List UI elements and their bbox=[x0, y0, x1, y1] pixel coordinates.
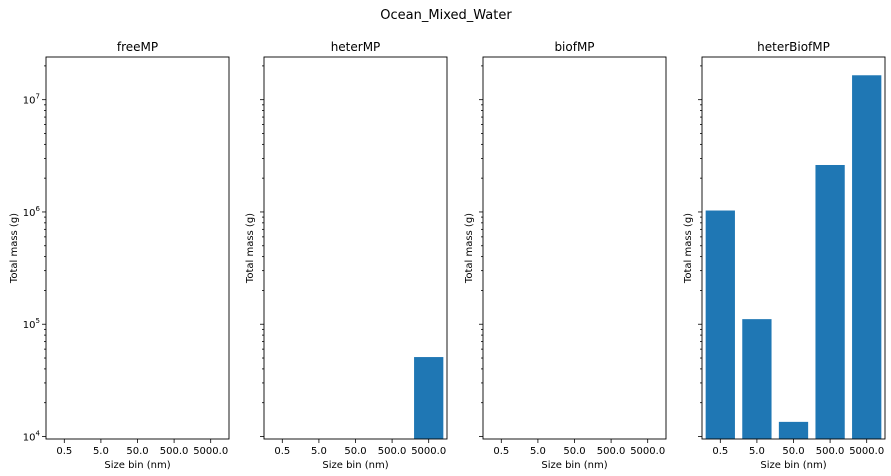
y-axis-label: Total mass (g) bbox=[464, 213, 475, 284]
y-axis-label: Total mass (g) bbox=[9, 213, 20, 284]
x-tick-label: 0.5 bbox=[274, 446, 290, 457]
x-tick-label: 50.0 bbox=[563, 446, 585, 457]
subplot-3: heterBiofMP 0.5 5.0 50.0 500.0 5000.0 Size bin… bbox=[683, 40, 886, 471]
axes-frame bbox=[45, 56, 230, 440]
y-tick-label: 105 bbox=[23, 317, 40, 331]
y-tick-label: 104 bbox=[23, 429, 41, 443]
x-tick-label: 0.5 bbox=[56, 446, 72, 457]
figure-title: Ocean_Mixed_Water bbox=[380, 8, 512, 23]
x-tick-label: 500.0 bbox=[378, 446, 407, 457]
x-axis-label: Size bin (nm) bbox=[322, 460, 388, 471]
subplot-2: biofMP 0.5 5.0 50.0 500.0 5000.0 Size bin (nm)… bbox=[464, 40, 667, 471]
bar-5000.0 bbox=[414, 357, 444, 439]
x-tick-label: 50.0 bbox=[344, 446, 366, 457]
bar-5000.0 bbox=[852, 75, 882, 439]
subplot-title: heterBiofMP bbox=[757, 40, 830, 54]
x-tick-label: 0.5 bbox=[712, 446, 728, 457]
subplot-0: freeMP 104 105 106 107 0.5 5.0 50.0 500.0 5000.0 S… bbox=[9, 40, 230, 471]
subplot-1: heterMP 0.5 5.0 50.0 500.0 5000.0 Size bin (nm… bbox=[245, 40, 448, 471]
x-tick-label: 5.0 bbox=[311, 446, 327, 457]
x-tick-label: 50.0 bbox=[126, 446, 148, 457]
x-tick-label: 5000.0 bbox=[849, 446, 884, 457]
axes-frame bbox=[482, 56, 667, 440]
x-tick-label: 0.5 bbox=[493, 446, 509, 457]
x-tick-label: 5.0 bbox=[530, 446, 546, 457]
y-axis-label: Total mass (g) bbox=[245, 213, 256, 284]
x-tick-label: 5000.0 bbox=[193, 446, 228, 457]
x-tick-label: 5.0 bbox=[93, 446, 109, 457]
x-tick-label: 5.0 bbox=[749, 446, 765, 457]
x-axis-label: Size bin (nm) bbox=[760, 460, 826, 471]
bar-500.0 bbox=[815, 164, 845, 440]
x-axis-label: Size bin (nm) bbox=[541, 460, 607, 471]
x-tick-label: 50.0 bbox=[782, 446, 804, 457]
y-tick-label: 107 bbox=[23, 93, 40, 107]
x-tick-label: 5000.0 bbox=[411, 446, 446, 457]
bar-5.0 bbox=[742, 319, 772, 439]
x-tick-label: 500.0 bbox=[597, 446, 626, 457]
x-axis-label: Size bin (nm) bbox=[104, 460, 170, 471]
subplot-title: freeMP bbox=[117, 40, 158, 54]
bar-50.0 bbox=[778, 421, 809, 439]
x-tick-label: 500.0 bbox=[160, 446, 189, 457]
x-tick-label: 5000.0 bbox=[630, 446, 665, 457]
subplot-title: biofMP bbox=[554, 40, 594, 54]
y-axis-label: Total mass (g) bbox=[683, 213, 694, 284]
subplot-title: heterMP bbox=[331, 40, 381, 54]
bar-0.5 bbox=[705, 210, 735, 439]
y-tick-label: 106 bbox=[23, 205, 41, 219]
x-tick-label: 500.0 bbox=[816, 446, 845, 457]
